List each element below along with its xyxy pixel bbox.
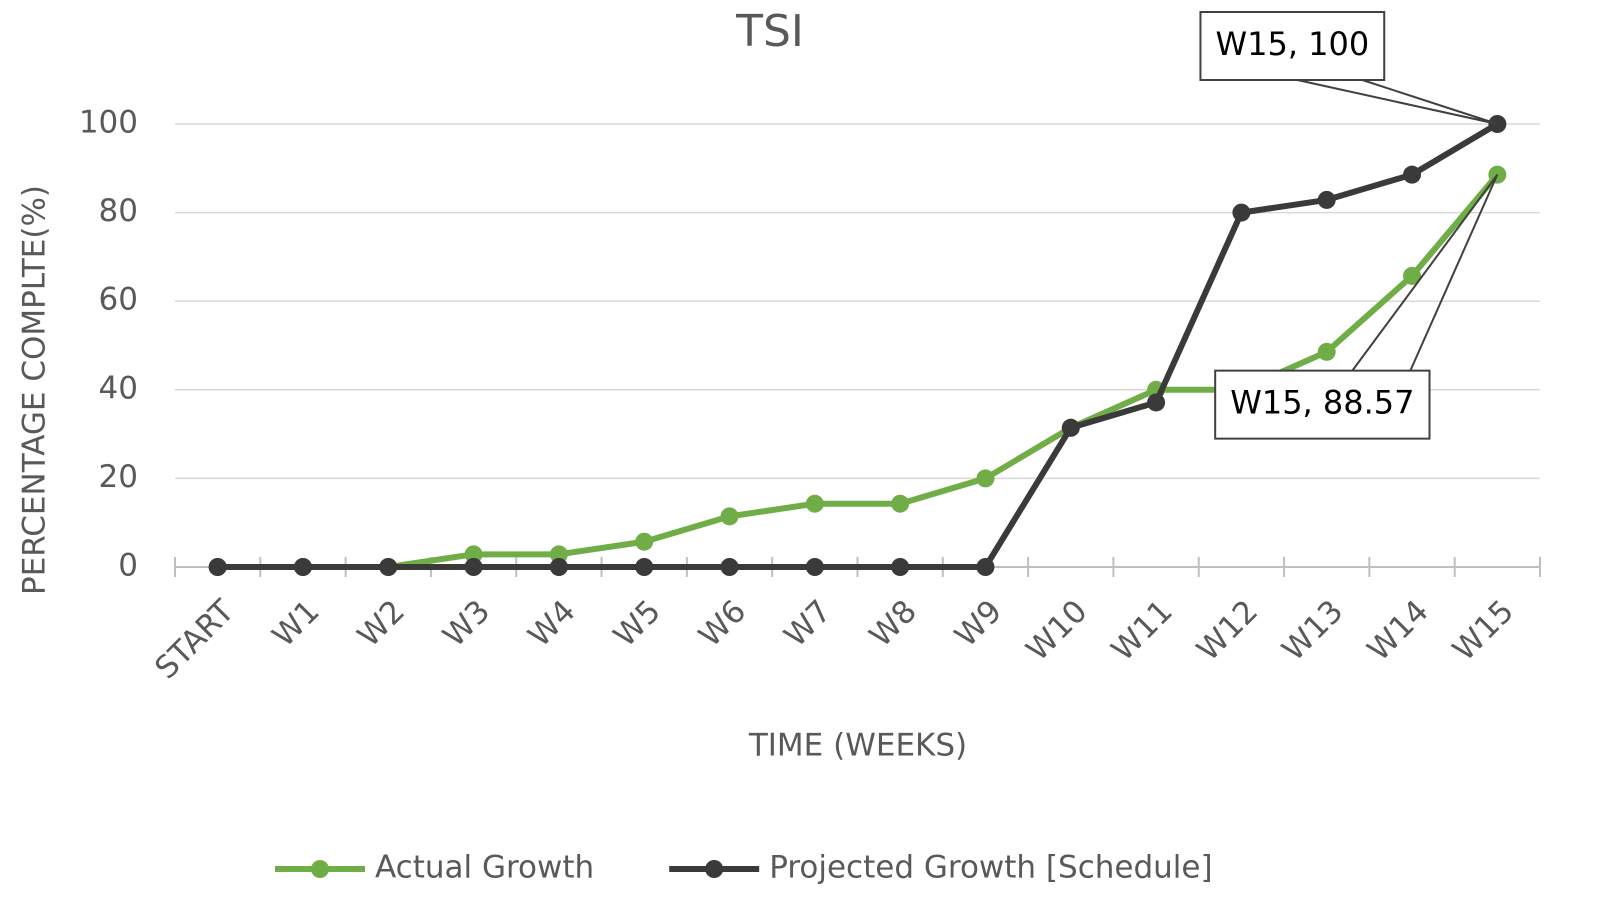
data-point: [293, 558, 312, 576]
y-tick-label: 0: [118, 548, 138, 584]
data-label: W15, 100: [1215, 25, 1369, 63]
y-tick-label: 60: [99, 282, 138, 318]
data-point: [464, 545, 483, 564]
data-callout: W15, 100: [1199, 11, 1498, 125]
data-point: [1403, 266, 1422, 285]
x-tick-label: W11: [1105, 593, 1180, 668]
data-point: [1232, 203, 1251, 222]
legend-marker: [311, 860, 329, 878]
x-tick-label: W1: [266, 593, 327, 654]
data-point: [464, 558, 483, 576]
x-tick-label: W12: [1190, 593, 1265, 668]
x-tick-label: W7: [777, 593, 838, 654]
x-tick-label: W5: [607, 593, 668, 654]
data-point: [720, 558, 739, 576]
x-tick-label: W13: [1275, 593, 1350, 668]
x-tick-label: W3: [436, 593, 497, 654]
x-tick-label: W9: [948, 593, 1009, 654]
legend-label: Projected Growth [Schedule]: [769, 850, 1212, 886]
legend-marker: [705, 860, 724, 878]
data-point: [379, 558, 398, 576]
data-point: [891, 558, 910, 576]
data-point: [1317, 190, 1336, 209]
y-tick-label: 20: [99, 459, 138, 495]
y-tick-label: 40: [99, 370, 138, 406]
x-tick-label: W8: [863, 593, 924, 654]
data-label: W15, 88.57: [1230, 384, 1414, 422]
y-tick-label: 100: [79, 105, 138, 141]
x-axis-title: TIME (WEEKS): [748, 728, 967, 764]
data-point: [635, 532, 654, 551]
data-point: [549, 558, 568, 576]
data-point: [1147, 393, 1166, 412]
data-point: [976, 558, 995, 576]
chart-title: TSI: [735, 6, 804, 57]
x-tick-label: W4: [521, 593, 582, 654]
x-tick-label: W2: [351, 593, 412, 654]
data-callout: W15, 88.57: [1214, 174, 1499, 440]
data-point: [805, 558, 824, 576]
y-axis-title: PERCENTAGE COMPLTE(%): [17, 185, 53, 595]
data-point: [976, 469, 995, 488]
data-point: [1317, 342, 1336, 361]
callout-box: [1199, 11, 1386, 81]
callout-box: [1214, 369, 1431, 440]
data-point: [208, 558, 227, 576]
data-point: [1403, 165, 1422, 184]
data-point: [720, 507, 739, 526]
data-point: [891, 494, 910, 513]
data-point: [1061, 418, 1080, 437]
data-point: [635, 558, 654, 576]
y-tick-label: 80: [99, 193, 138, 229]
series-line: [217, 121, 1499, 570]
data-point: [805, 494, 824, 513]
x-tick-label: START: [148, 592, 242, 686]
x-tick-label: W10: [1019, 593, 1094, 668]
legend-label: Actual Growth: [375, 850, 594, 886]
x-tick-label: W6: [692, 593, 753, 654]
callout-leader: [1351, 174, 1499, 372]
x-tick-label: W15: [1446, 593, 1521, 668]
callout-leader: [1297, 79, 1498, 125]
data-point: [549, 545, 568, 564]
x-tick-label: W14: [1361, 593, 1436, 668]
